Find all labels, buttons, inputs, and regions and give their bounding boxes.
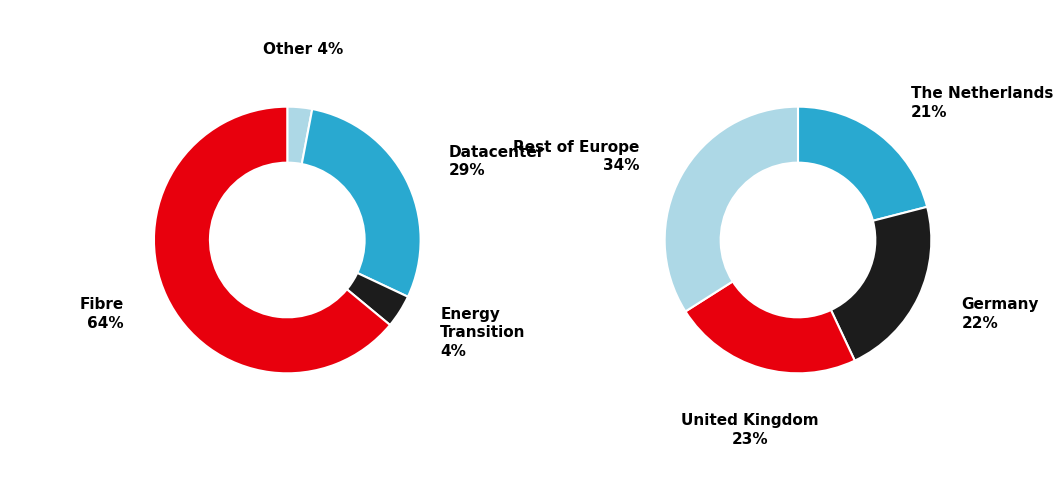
Wedge shape (347, 273, 408, 325)
Wedge shape (685, 281, 854, 373)
Wedge shape (154, 107, 390, 373)
Wedge shape (665, 107, 798, 312)
Text: Energy
Transition
4%: Energy Transition 4% (440, 307, 526, 359)
Text: United Kingdom
23%: United Kingdom 23% (681, 413, 818, 447)
Wedge shape (831, 207, 931, 360)
Text: Fibre
64%: Fibre 64% (80, 297, 123, 331)
Text: Rest of Europe
34%: Rest of Europe 34% (513, 140, 639, 173)
Text: The Netherlands
21%: The Netherlands 21% (911, 86, 1053, 120)
Text: Germany
22%: Germany 22% (962, 297, 1040, 331)
Text: Datacenter
29%: Datacenter 29% (448, 144, 545, 178)
Wedge shape (287, 107, 312, 164)
Text: Other 4%: Other 4% (264, 42, 344, 57)
Wedge shape (302, 109, 420, 297)
Wedge shape (798, 107, 927, 221)
